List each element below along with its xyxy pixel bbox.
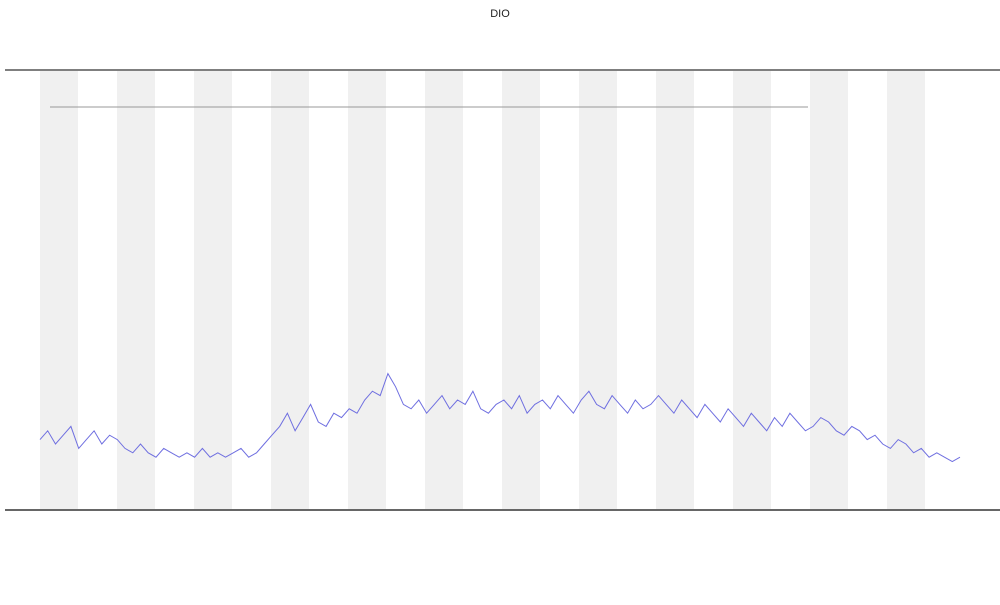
series-line xyxy=(39,372,961,463)
chart-title: DIO xyxy=(490,8,510,20)
band xyxy=(425,71,463,509)
band xyxy=(733,71,771,509)
band xyxy=(810,71,848,509)
band xyxy=(887,71,925,509)
band xyxy=(656,71,694,509)
band xyxy=(579,71,617,509)
band xyxy=(271,71,309,509)
band xyxy=(348,71,386,509)
band xyxy=(117,71,155,509)
band xyxy=(502,71,540,509)
background-bands xyxy=(40,71,925,509)
band xyxy=(194,71,232,509)
band xyxy=(40,71,78,509)
